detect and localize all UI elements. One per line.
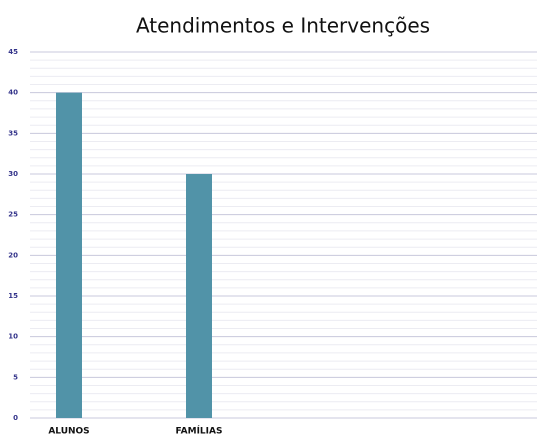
y-tick-label: 0 bbox=[13, 414, 18, 422]
x-tick-label: FAMÍLIAS bbox=[176, 425, 223, 434]
y-tick-label: 45 bbox=[8, 48, 18, 56]
chart-title: Atendimentos e Intervenções bbox=[136, 14, 430, 38]
y-tick-label: 10 bbox=[8, 333, 18, 341]
y-tick-label: 35 bbox=[8, 129, 18, 137]
x-tick-label: ALUNOS bbox=[48, 427, 89, 434]
y-tick-label: 25 bbox=[8, 211, 18, 219]
y-tick-label: 5 bbox=[13, 373, 18, 381]
y-tick-label: 15 bbox=[8, 292, 18, 300]
y-tick-label: 20 bbox=[8, 251, 18, 259]
bar bbox=[56, 92, 82, 419]
y-tick-label: 40 bbox=[8, 89, 18, 97]
bar bbox=[186, 174, 212, 418]
y-tick-label: 30 bbox=[8, 170, 18, 178]
